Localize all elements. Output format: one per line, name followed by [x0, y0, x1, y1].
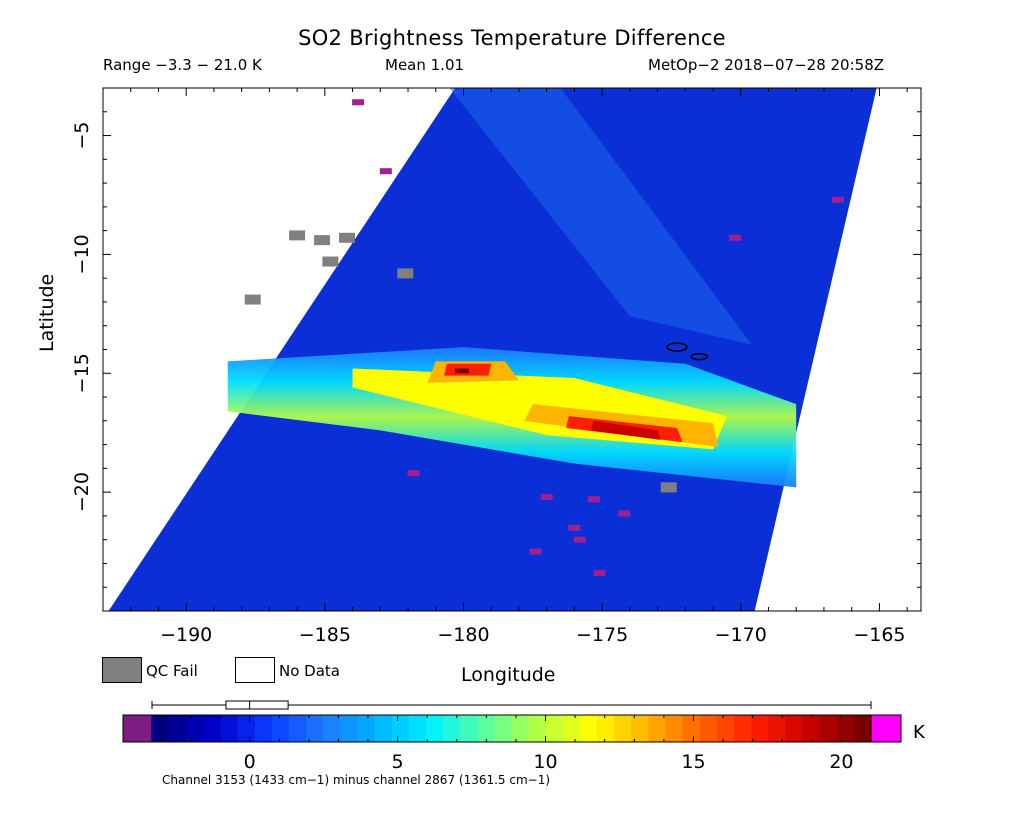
outlier-cell-4 — [407, 470, 420, 477]
qc-fail-cell-0 — [289, 230, 306, 241]
colorbar-segment — [220, 715, 239, 742]
outlier-cell-6 — [587, 496, 600, 503]
no-data-swatch — [235, 657, 275, 683]
colorbar-frame — [122, 714, 902, 743]
so2-core-6 — [455, 368, 470, 374]
colorbar-segment — [785, 715, 804, 742]
colorbar-segment — [819, 715, 838, 742]
colorbar-overflow — [870, 714, 902, 743]
outlier-cell-2 — [831, 196, 844, 203]
colorbar-segment — [614, 715, 632, 742]
colorbar-segment — [751, 715, 769, 742]
mean-subtitle: Mean 1.01 — [385, 56, 465, 74]
y-tick-label-2: −15 — [71, 353, 93, 393]
colorbar-tick-label-0: 0 — [244, 751, 256, 773]
colorbar-segment — [734, 715, 752, 742]
x-tick-label-0: −190 — [160, 624, 212, 646]
colorbar-underflow — [122, 714, 153, 743]
colorbar-segment — [768, 715, 787, 742]
colorbar-segment — [836, 715, 855, 742]
colorbar-segment — [802, 715, 821, 742]
island-outline-2 — [690, 352, 708, 361]
qc-fail-cell-3 — [397, 268, 414, 279]
outlier-cell-3 — [729, 234, 742, 241]
x-tick-label-1: −185 — [299, 624, 351, 646]
x-tick-label-2: −180 — [437, 624, 489, 646]
colorbar-segment — [237, 715, 256, 742]
colorbar-segment — [579, 715, 598, 742]
no-data-label: No Data — [279, 662, 340, 680]
colorbar-segment — [545, 715, 564, 742]
outlier-cell-1 — [379, 168, 392, 175]
colorbar-segment — [374, 715, 393, 742]
colorbar-unit-label: K — [913, 722, 926, 743]
box-iqr — [225, 700, 289, 710]
x-tick-label-4: −170 — [715, 624, 767, 646]
outlier-cell-0 — [352, 99, 365, 106]
colorbar-segment — [477, 715, 495, 742]
colorbar-segment — [511, 715, 530, 742]
colorbar-segment — [340, 715, 359, 742]
x-tick-label-5: −165 — [853, 624, 905, 646]
qc-fail-cell-6 — [660, 482, 677, 493]
chart-title: SO2 Brightness Temperature Difference — [298, 26, 726, 50]
outlier-cell-7 — [618, 510, 631, 517]
colorbar-segment — [648, 715, 667, 742]
colorbar-segment — [203, 715, 222, 742]
y-axis-label: Latitude — [36, 273, 58, 352]
colorbar-segment — [169, 715, 187, 742]
plume-streak — [449, 88, 752, 345]
so2-core-5 — [591, 420, 661, 440]
colorbar-segment — [254, 715, 273, 742]
qc-fail-cell-5 — [322, 256, 339, 267]
colorbar-segment — [323, 715, 341, 742]
colorbar-segment — [306, 715, 324, 742]
colorbar-segment — [494, 715, 513, 742]
colorbar-segment — [528, 715, 547, 742]
island-outline-1 — [666, 342, 688, 352]
colorbar-segment — [408, 715, 427, 742]
colorbar-tick-label-4: 20 — [829, 751, 853, 773]
colorbar-tick-label-3: 15 — [681, 751, 705, 773]
colorbar-tick-label-1: 5 — [392, 751, 404, 773]
outlier-cell-8 — [568, 524, 581, 531]
outlier-cell-10 — [529, 548, 542, 555]
colorbar-segment — [853, 715, 872, 742]
colorbar-segment — [152, 715, 170, 742]
colorbar-segment — [665, 715, 684, 742]
outlier-cell-5 — [540, 493, 553, 500]
y-tick-label-3: −20 — [71, 472, 93, 512]
y-tick-label-0: −5 — [71, 122, 93, 150]
colorbar-segment — [562, 715, 581, 742]
colorbar-segment — [391, 715, 410, 742]
colorbar-segment — [443, 715, 461, 742]
qc-fail-cell-4 — [244, 294, 261, 305]
colorbar-segment — [716, 715, 735, 742]
colorbar-tick-label-2: 10 — [533, 751, 557, 773]
qc-fail-swatch — [102, 657, 142, 683]
x-tick-label-3: −175 — [576, 624, 628, 646]
outlier-cell-9 — [573, 536, 586, 543]
y-tick-label-1: −10 — [71, 234, 93, 274]
colorbar-segment — [460, 715, 478, 742]
colorbar-segment — [288, 715, 307, 742]
colorbar-segment — [186, 715, 204, 742]
colorbar-segment — [425, 715, 444, 742]
colorbar-segment — [699, 715, 718, 742]
outlier-cell-11 — [593, 569, 606, 576]
colorbar-segment — [357, 715, 376, 742]
colorbar-segment — [631, 715, 650, 742]
colorbar-segment — [271, 715, 290, 742]
qc-fail-cell-1 — [314, 235, 331, 246]
satellite-time-subtitle: MetOp−2 2018−07−28 20:58Z — [648, 56, 885, 74]
colorbar-segment — [597, 715, 615, 742]
colorbar-segment — [682, 715, 701, 742]
channel-footnote: Channel 3153 (1433 cm−1) minus channel 2… — [162, 773, 551, 787]
range-subtitle: Range −3.3 − 21.0 K — [103, 56, 262, 74]
qc-fail-cell-2 — [339, 232, 356, 243]
qc-fail-label: QC Fail — [146, 662, 198, 680]
x-axis-label: Longitude — [461, 664, 556, 686]
